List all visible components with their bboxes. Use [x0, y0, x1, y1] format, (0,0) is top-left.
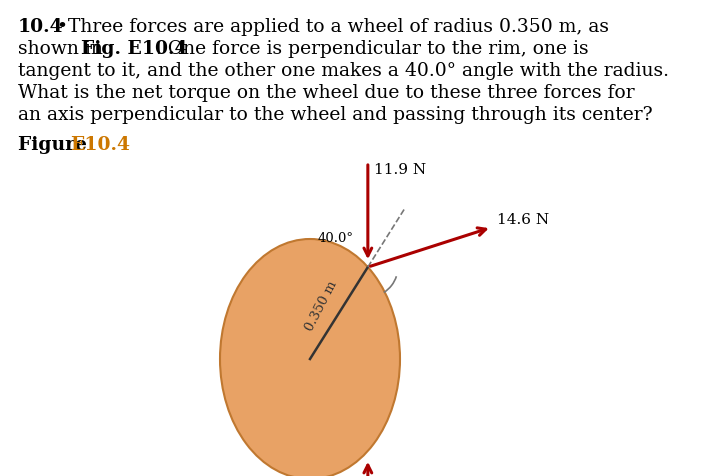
Text: 40.0°: 40.0°	[318, 231, 354, 244]
Text: . One force is perpendicular to the rim, one is: . One force is perpendicular to the rim,…	[156, 40, 589, 58]
Text: 11.9 N: 11.9 N	[374, 163, 426, 177]
Text: an axis perpendicular to the wheel and passing through its center?: an axis perpendicular to the wheel and p…	[18, 106, 652, 124]
Text: tangent to it, and the other one makes a 40.0° angle with the radius.: tangent to it, and the other one makes a…	[18, 62, 669, 80]
Text: 10.4: 10.4	[18, 18, 63, 36]
Text: What is the net torque on the wheel due to these three forces for: What is the net torque on the wheel due …	[18, 84, 634, 102]
Ellipse shape	[220, 239, 400, 476]
Text: Three forces are applied to a wheel of radius 0.350 m, as: Three forces are applied to a wheel of r…	[68, 18, 609, 36]
Text: Figure: Figure	[18, 136, 94, 154]
Text: •: •	[56, 18, 67, 36]
Text: 0.350 m: 0.350 m	[302, 278, 339, 333]
Text: E10.4: E10.4	[70, 136, 130, 154]
Text: 14.6 N: 14.6 N	[497, 213, 549, 227]
Text: shown in: shown in	[18, 40, 109, 58]
Text: Fig. E10.4: Fig. E10.4	[81, 40, 187, 58]
